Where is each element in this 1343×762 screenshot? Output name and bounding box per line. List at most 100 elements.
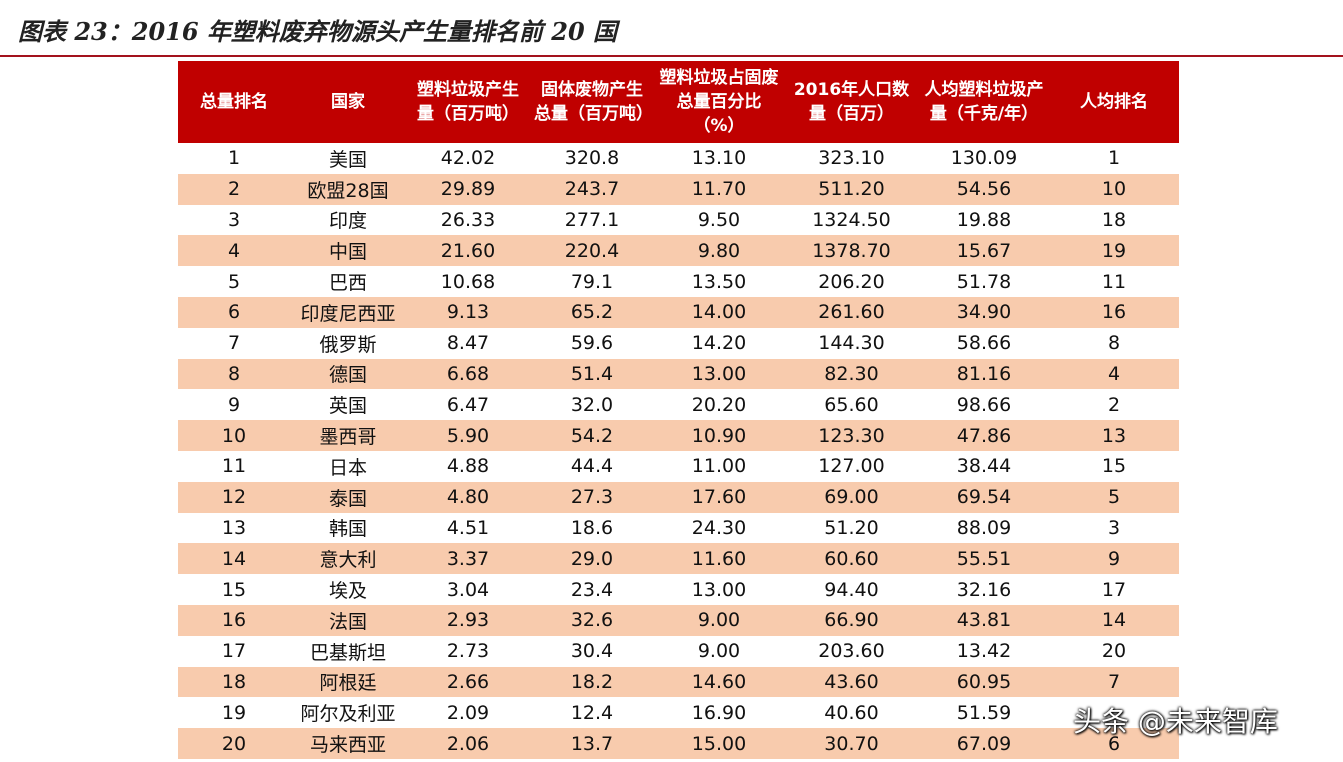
header-row: 总量排名 国家 塑料垃圾产生量（百万吨） 固体废物产生总量（百万吨） 塑料垃圾占… (178, 61, 1179, 143)
cell-population: 1378.70 (784, 235, 919, 267)
cell-plastic-share: 9.50 (697, 208, 741, 231)
cell-solid-waste: 12.4 (570, 701, 614, 724)
cell-solid-waste: 13.7 (530, 728, 654, 759)
cell-per-capita: 88.09 (956, 516, 1012, 539)
ranking-table: 总量排名 国家 塑料垃圾产生量（百万吨） 固体废物产生总量（百万吨） 塑料垃圾占… (178, 61, 1179, 759)
cell-per-capita-rank: 8 (1107, 332, 1121, 355)
cell-per-capita-rank: 13 (1049, 420, 1179, 451)
cell-total-rank: 6 (178, 296, 290, 328)
cell-plastic-share: 24.30 (691, 516, 747, 539)
cell-plastic-waste: 4.88 (446, 455, 490, 478)
cell-per-capita-rank: 19 (1049, 235, 1179, 267)
cell-plastic-share: 13.00 (691, 578, 747, 601)
cell-population: 1324.50 (812, 208, 891, 231)
cell-population: 203.60 (818, 640, 885, 663)
cell-per-capita-rank: 11 (1101, 270, 1127, 293)
cell-country: 意大利 (290, 543, 406, 575)
cell-total-rank: 13 (221, 516, 247, 539)
cell-per-capita: 60.95 (919, 666, 1049, 698)
cell-per-capita-rank: 6 (1049, 728, 1179, 759)
cell-per-capita: 54.56 (919, 173, 1049, 205)
table-row: 7 俄罗斯 8.47 59.6 14.20 144.30 58.66 8 (178, 328, 1179, 359)
table-row: 18 阿根廷 2.66 18.2 14.60 43.60 60.95 7 (178, 666, 1179, 698)
table-row: 9 英国 6.47 32.0 20.20 65.60 98.66 2 (178, 389, 1179, 420)
cell-plastic-waste: 2.06 (406, 728, 530, 759)
cell-per-capita: 69.54 (919, 481, 1049, 513)
cell-country: 墨西哥 (290, 420, 406, 451)
cell-solid-waste: 32.0 (570, 393, 614, 416)
table-row: 5 巴西 10.68 79.1 13.50 206.20 51.78 11 (178, 266, 1179, 297)
cell-solid-waste: 18.6 (570, 516, 614, 539)
cell-solid-waste: 65.2 (530, 296, 654, 328)
cell-population: 82.30 (784, 358, 919, 390)
cell-per-capita-rank: 3 (1107, 516, 1121, 539)
cell-country: 欧盟28国 (290, 173, 406, 205)
cell-per-capita-rank: 1 (1107, 147, 1121, 170)
cell-plastic-waste: 8.47 (446, 332, 490, 355)
cell-population: 123.30 (784, 420, 919, 451)
cell-country: 德国 (290, 358, 406, 390)
cell-per-capita: 130.09 (950, 147, 1018, 170)
table-header: 总量排名 国家 塑料垃圾产生量（百万吨） 固体废物产生总量（百万吨） 塑料垃圾占… (178, 61, 1179, 143)
cell-plastic-share: 14.00 (654, 296, 784, 328)
table-row: 16 法国 2.93 32.6 9.00 66.90 43.81 14 (178, 604, 1179, 636)
cell-solid-waste: 54.2 (530, 420, 654, 451)
cell-plastic-waste: 10.68 (440, 270, 496, 293)
cell-population: 60.60 (784, 543, 919, 575)
title-rule (0, 55, 1343, 57)
cell-total-rank: 17 (221, 640, 247, 663)
table-row: 4 中国 21.60 220.4 9.80 1378.70 15.67 19 (178, 235, 1179, 267)
watermark: 头条 @未来智库 (1073, 705, 1278, 738)
cell-per-capita-rank: 14 (1049, 604, 1179, 636)
cell-plastic-share: 10.90 (654, 420, 784, 451)
cell-population: 40.60 (824, 701, 879, 724)
cell-plastic-waste: 29.89 (406, 173, 530, 205)
cell-total-rank: 1 (227, 147, 241, 170)
cell-solid-waste: 220.4 (530, 235, 654, 267)
cell-total-rank: 16 (178, 604, 290, 636)
cell-country: 韩国 (328, 518, 367, 541)
table-row: 19 阿尔及利亚 2.09 12.4 16.90 40.60 51.59 (178, 697, 1179, 728)
table-row: 3 印度 26.33 277.1 9.50 1324.50 19.88 18 (178, 205, 1179, 236)
cell-plastic-waste: 2.09 (446, 701, 490, 724)
cell-plastic-waste: 9.13 (406, 296, 530, 328)
cell-total-rank: 5 (227, 270, 241, 293)
cell-population: 51.20 (824, 516, 879, 539)
cell-per-capita-rank: 15 (1101, 455, 1127, 478)
table-row: 15 埃及 3.04 23.4 13.00 94.40 32.16 17 (178, 574, 1179, 605)
cell-total-rank: 4 (178, 235, 290, 267)
header-per-capita: 人均塑料垃圾产量（千克/年） (919, 61, 1049, 143)
cell-country: 法国 (290, 604, 406, 636)
cell-solid-waste: 44.4 (570, 455, 614, 478)
cell-population: 206.20 (818, 270, 885, 293)
cell-per-capita: 38.44 (956, 455, 1012, 478)
cell-solid-waste: 59.6 (570, 332, 614, 355)
table-row: 20 马来西亚 2.06 13.7 15.00 30.70 67.09 6 (178, 728, 1179, 759)
table-row: 13 韩国 4.51 18.6 24.30 51.20 88.09 3 (178, 513, 1179, 544)
cell-population: 511.20 (784, 173, 919, 205)
cell-population: 30.70 (784, 728, 919, 759)
header-solid-waste: 固体废物产生总量（百万吨） (530, 61, 654, 143)
cell-solid-waste: 277.1 (564, 208, 620, 231)
cell-population: 127.00 (818, 455, 885, 478)
cell-population: 43.60 (784, 666, 919, 698)
cell-plastic-share: 14.60 (654, 666, 784, 698)
cell-per-capita-rank: 4 (1049, 358, 1179, 390)
cell-plastic-waste: 42.02 (440, 147, 496, 170)
cell-plastic-waste: 26.33 (440, 208, 496, 231)
cell-total-rank: 20 (178, 728, 290, 759)
cell-plastic-waste: 6.68 (406, 358, 530, 390)
cell-plastic-share: 14.20 (691, 332, 747, 355)
table-row: 1 美国 42.02 320.8 13.10 323.10 130.09 1 (178, 143, 1179, 174)
cell-plastic-share: 11.60 (654, 543, 784, 575)
cell-plastic-waste: 4.80 (406, 481, 530, 513)
cell-country: 阿尔及利亚 (300, 703, 396, 726)
table-row: 14 意大利 3.37 29.0 11.60 60.60 55.51 9 (178, 543, 1179, 575)
cell-total-rank: 14 (178, 543, 290, 575)
cell-plastic-waste: 5.90 (406, 420, 530, 451)
cell-plastic-share: 11.70 (654, 173, 784, 205)
cell-country: 印度尼西亚 (290, 296, 406, 328)
cell-country: 日本 (328, 456, 367, 479)
cell-plastic-waste: 2.93 (406, 604, 530, 636)
table-row: 12 泰国 4.80 27.3 17.60 69.00 69.54 5 (178, 481, 1179, 513)
